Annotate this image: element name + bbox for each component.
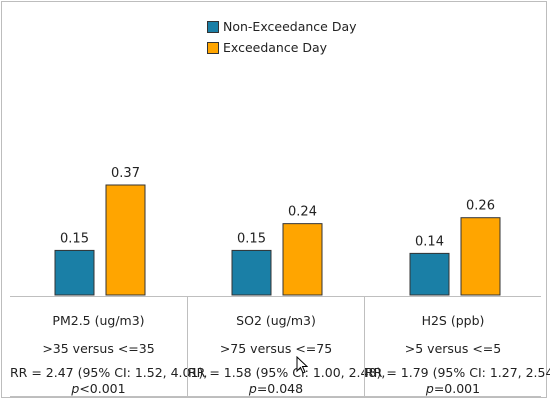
table-column-so2: SO2 (ug/m3) >75 versus <=75 RR = 1.58 (9…: [187, 297, 386, 396]
p-value-text: p<0.001: [71, 381, 126, 396]
rr-text: RR = 1.58 (95% CI: 1.00, 2.48),: [188, 365, 386, 380]
data-label-1-0: 0.37: [111, 166, 140, 181]
p-value-text: p=0.001: [425, 381, 481, 396]
legend-label-non-exceedance: Non-Exceedance Day: [223, 19, 357, 34]
data-label-1-2: 0.26: [466, 199, 495, 214]
rr-text: RR = 2.47 (95% CI: 1.52, 4.01),: [10, 365, 208, 380]
bar-0-2: [409, 252, 450, 296]
bar-1-2: [460, 217, 501, 296]
table-column-pm25: PM2.5 (ug/m3) >35 versus <=35 RR = 2.47 …: [10, 297, 208, 396]
threshold-label: >35 versus <=35: [42, 341, 155, 356]
data-label-0-2: 0.14: [415, 234, 444, 249]
mouse-pointer-icon: [296, 355, 309, 378]
threshold-label: >5 versus <=5: [404, 341, 502, 356]
category-label: PM2.5 (ug/m3): [52, 313, 145, 328]
legend-item-non-exceedance: Non-Exceedance Day: [207, 16, 357, 37]
data-label-0-1: 0.15: [237, 231, 266, 246]
bar-1-0: [105, 184, 146, 296]
legend: Non-Exceedance Day Exceedance Day: [207, 16, 357, 58]
category-table: PM2.5 (ug/m3) >35 versus <=35 RR = 2.47 …: [10, 296, 550, 397]
data-label-0-0: 0.15: [60, 231, 89, 246]
legend-swatch-non-exceedance: [207, 20, 219, 33]
category-label: SO2 (ug/m3): [236, 313, 316, 328]
table-column-h2s: H2S (ppb) >5 versus <=5 RR = 1.79 (95% C…: [364, 297, 550, 396]
rr-text: RR = 1.79 (95% CI: 1.27, 2.54),: [365, 365, 550, 380]
legend-item-exceedance: Exceedance Day: [207, 37, 357, 58]
bar-0-1: [231, 249, 272, 296]
category-label: H2S (ppb): [421, 313, 485, 328]
data-label-1-1: 0.24: [288, 205, 317, 220]
legend-swatch-exceedance: [207, 41, 219, 54]
bar-1-1: [282, 223, 323, 296]
legend-label-exceedance: Exceedance Day: [223, 40, 328, 55]
threshold-label: >75 versus <=75: [219, 341, 333, 356]
bar-0-0: [54, 249, 95, 296]
p-value-text: p=0.048: [248, 381, 304, 396]
